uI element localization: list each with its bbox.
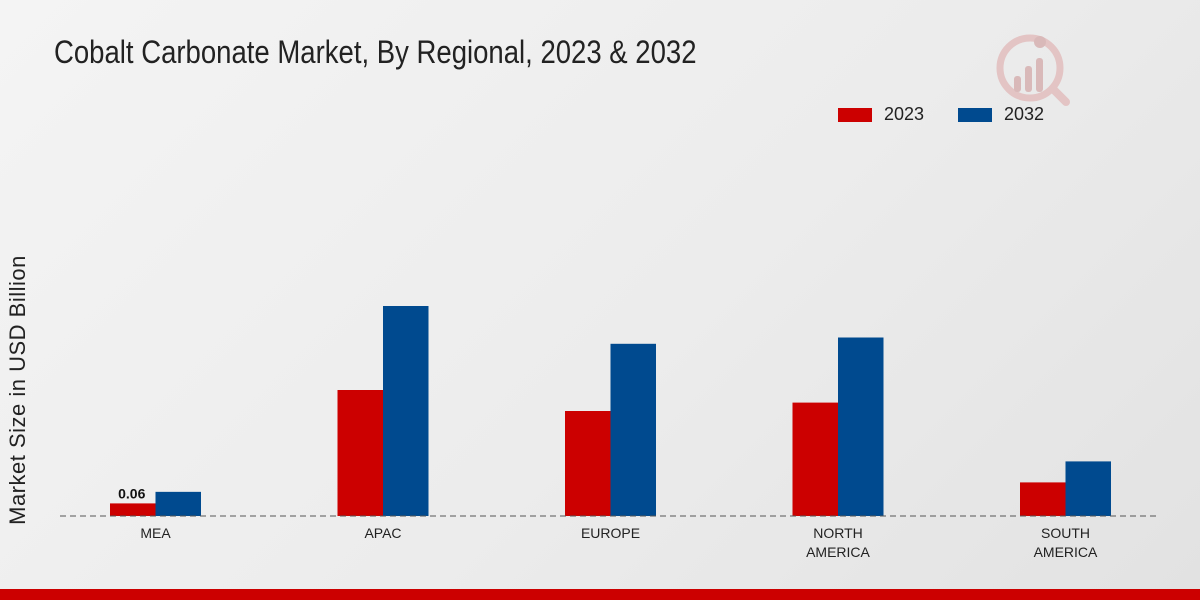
x-tick-label: APAC <box>364 525 401 541</box>
footer-bar <box>0 589 1200 600</box>
x-tick-label: SOUTH AMERICA <box>1034 525 1098 560</box>
bar-2023-mea <box>110 503 156 516</box>
bar-2032-north-america <box>838 337 884 516</box>
bar-2032-europe <box>610 343 656 516</box>
data-label: 0.06 <box>118 485 145 501</box>
bar-2023-apac <box>337 390 383 516</box>
bar-2032-apac <box>383 306 429 516</box>
brand-logo-icon <box>996 34 1070 106</box>
bar-2023-south-america <box>1020 482 1066 516</box>
legend-swatch-2023 <box>838 107 872 122</box>
x-tick-label: EUROPE <box>581 525 640 541</box>
x-tick-label: NORTH AMERICA <box>806 525 870 560</box>
legend-label-2023: 2023 <box>884 104 925 124</box>
legend-label-2032: 2032 <box>1004 104 1045 124</box>
chart-title: Cobalt Carbonate Market, By Regional, 20… <box>54 34 697 70</box>
bar-2032-mea <box>155 491 201 516</box>
bar-2032-south-america <box>1065 461 1111 516</box>
x-tick-label: MEA <box>140 525 171 541</box>
legend-swatch-2032 <box>958 107 992 122</box>
legend-item-2032: 2032 <box>958 104 1044 125</box>
bar-2023-north-america <box>792 402 838 516</box>
bar-2023-europe <box>565 411 611 516</box>
legend-item-2023: 2023 <box>838 104 924 125</box>
